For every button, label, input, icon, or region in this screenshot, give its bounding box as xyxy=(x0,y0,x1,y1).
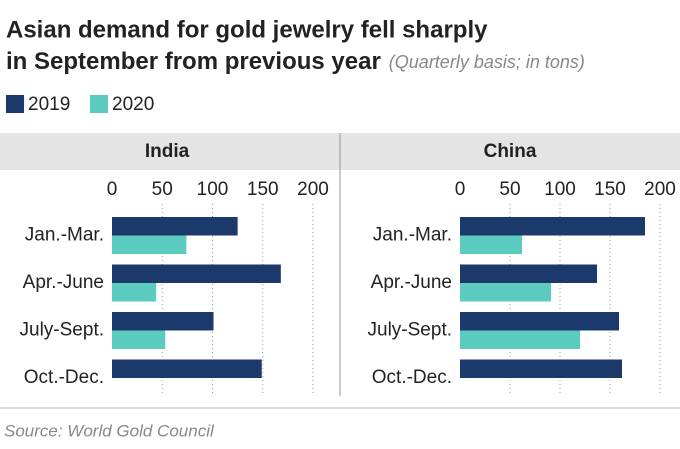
x-tick-label: 0 xyxy=(107,179,118,200)
legend-swatch xyxy=(6,95,24,113)
x-tick-label: 200 xyxy=(644,179,676,200)
y-tick-label: July-Sept. xyxy=(20,320,104,341)
y-tick-label: Jan.-Mar. xyxy=(25,225,104,246)
y-tick-label: Oct.-Dec. xyxy=(24,367,104,388)
bar xyxy=(460,264,597,283)
bar xyxy=(112,312,214,331)
x-tick-label: 50 xyxy=(499,179,520,200)
bar xyxy=(460,235,522,254)
bar xyxy=(460,312,619,331)
source: Source: World Gold Council xyxy=(4,421,215,440)
bar xyxy=(112,283,157,302)
x-tick-label: 150 xyxy=(247,179,279,200)
y-tick-label: Jan.-Mar. xyxy=(373,225,452,246)
bar xyxy=(460,283,551,302)
bar xyxy=(112,235,187,254)
legend-label: 2020 xyxy=(112,94,154,115)
y-tick-label: Apr.-June xyxy=(371,272,452,293)
x-tick-label: 200 xyxy=(297,179,329,200)
x-tick-label: 100 xyxy=(197,179,229,200)
bar xyxy=(112,359,262,378)
y-tick-label: Oct.-Dec. xyxy=(372,367,452,388)
x-tick-label: 100 xyxy=(544,179,576,200)
legend-label: 2019 xyxy=(28,94,70,115)
bar xyxy=(460,359,622,378)
y-tick-label: July-Sept. xyxy=(368,320,452,341)
x-tick-label: 0 xyxy=(455,179,466,200)
chart-title: Asian demand for gold jewelry fell sharp… xyxy=(6,16,488,43)
legend-swatch xyxy=(90,95,108,113)
x-tick-label: 50 xyxy=(152,179,173,200)
bar xyxy=(112,330,166,349)
chart-title: in September from previous year xyxy=(6,48,381,75)
subtitle: (Quarterly basis; in tons) xyxy=(389,52,585,72)
panel-title: India xyxy=(145,141,190,162)
y-tick-label: Apr.-June xyxy=(23,272,104,293)
bar xyxy=(112,217,238,236)
bar xyxy=(112,264,281,283)
bar xyxy=(460,217,645,236)
x-tick-label: 150 xyxy=(594,179,626,200)
bar xyxy=(460,330,580,349)
chart-title: in September from previous year (Quarterl… xyxy=(6,48,585,75)
panel-title: China xyxy=(484,141,537,162)
